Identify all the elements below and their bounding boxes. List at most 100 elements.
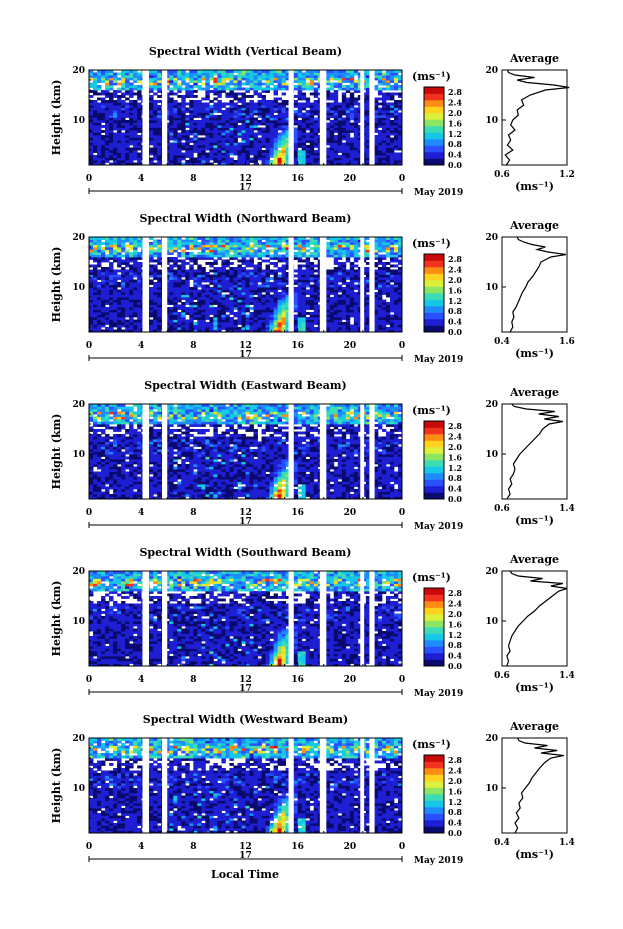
heatmap-cell	[229, 282, 234, 285]
heatmap-cell	[97, 287, 102, 290]
heatmap-cell	[149, 97, 154, 101]
heatmap-cell	[265, 105, 270, 108]
heatmap-cell	[169, 132, 174, 136]
heatmap-cell	[153, 127, 158, 131]
heatmap-cell	[261, 140, 266, 143]
heatmap-cell	[125, 282, 130, 285]
heatmap-cell	[205, 324, 210, 328]
heatmap-cell	[237, 152, 242, 156]
heatmap-cell	[325, 249, 331, 253]
heatmap-cell	[349, 284, 355, 288]
heatmap-cell	[101, 162, 106, 166]
heatmap-cell	[297, 252, 303, 255]
heatmap-cell	[397, 117, 403, 121]
heatmap-cell	[357, 162, 363, 166]
heatmap-cell	[113, 299, 118, 303]
heatmap-cell	[177, 72, 182, 76]
heatmap-cell	[97, 317, 102, 320]
heatmap-cell	[325, 155, 331, 158]
heatmap-cell	[253, 92, 258, 96]
heatmap-cell	[261, 110, 266, 113]
heatmap-cell	[125, 329, 130, 333]
heatmap-cell	[201, 97, 206, 101]
heatmap-cell	[89, 244, 94, 248]
heatmap-cell	[217, 257, 222, 260]
heatmap-cell	[125, 127, 130, 131]
heatmap-cell	[349, 272, 355, 275]
heatmap-cell	[385, 155, 391, 158]
heatmap-cell	[245, 282, 250, 285]
heatmap-cell	[349, 302, 355, 305]
heatmap-cell	[213, 155, 218, 158]
heatmap-cell	[253, 72, 258, 76]
heatmap-cell	[353, 160, 359, 163]
heatmap-cell	[337, 249, 343, 253]
heatmap-cell	[133, 302, 138, 305]
heatmap-cell	[201, 272, 206, 275]
heatmap-cell	[153, 282, 158, 285]
heatmap-cell	[177, 145, 182, 148]
heatmap-cell	[301, 327, 307, 330]
heatmap-cell	[285, 279, 291, 283]
heatmap-cell	[257, 292, 262, 295]
heatmap-cell	[373, 85, 379, 88]
heatmap-cell	[97, 125, 102, 128]
heatmap-cell	[173, 324, 178, 328]
heatmap-cell	[137, 90, 142, 93]
heatmap-cell	[101, 100, 106, 103]
heatmap-cell	[309, 277, 315, 280]
heatmap-cell	[237, 327, 242, 330]
heatmap-cell	[305, 317, 311, 320]
heatmap-cell	[233, 137, 238, 141]
heatmap-cell	[277, 97, 283, 101]
heatmap-cell	[133, 307, 138, 310]
heatmap-cell	[113, 269, 118, 273]
heatmap-cell	[253, 279, 258, 283]
heatmap-cell	[373, 142, 379, 146]
heatmap-cell	[253, 244, 258, 248]
heatmap-cell	[297, 322, 303, 325]
heatmap-cell	[237, 80, 242, 83]
heatmap-cell	[213, 127, 218, 131]
heatmap-cell	[189, 70, 194, 73]
heatmap-cell	[357, 157, 363, 161]
heatmap-cell	[125, 102, 130, 106]
heatmap-cell	[89, 289, 94, 293]
heatmap-cell	[253, 145, 258, 148]
heatmap-cell	[109, 82, 114, 86]
heatmap-cell	[165, 107, 170, 111]
heatmap-cell	[233, 237, 238, 240]
heatmap-cell	[241, 125, 246, 128]
heatmap-cell	[89, 294, 94, 298]
heatmap-cell	[305, 125, 311, 128]
heatmap-cell	[157, 314, 162, 318]
heatmap-cell	[137, 287, 142, 290]
heatmap-cell	[353, 307, 359, 310]
heatmap-cell	[137, 239, 142, 243]
heatmap-cell	[221, 284, 226, 288]
heatmap-cell	[173, 314, 178, 318]
heatmap-cell	[117, 249, 122, 253]
heatmap-cell	[281, 105, 287, 108]
heatmap-cell	[261, 150, 266, 153]
heatmap-cell	[245, 287, 250, 290]
heatmap-cell	[109, 277, 114, 280]
heatmap-cell	[257, 289, 262, 293]
heatmap-cell	[285, 249, 291, 253]
heatmap-cell	[109, 127, 114, 131]
heatmap-cell	[177, 289, 182, 293]
heatmap-cell	[205, 127, 210, 131]
heatmap-cell	[233, 289, 238, 293]
heatmap-cell	[133, 110, 138, 113]
heatmap-cell	[389, 137, 395, 141]
heatmap-cell	[117, 307, 122, 310]
heatmap-cell	[105, 294, 110, 298]
heatmap-cell	[265, 107, 270, 111]
heatmap-cell	[237, 294, 242, 298]
heatmap-cell	[377, 157, 383, 161]
heatmap-cell	[229, 279, 234, 283]
heatmap-cell	[201, 155, 206, 158]
heatmap-cell	[89, 82, 94, 86]
heatmap-cell	[133, 299, 138, 303]
heatmap-cell	[221, 90, 226, 93]
